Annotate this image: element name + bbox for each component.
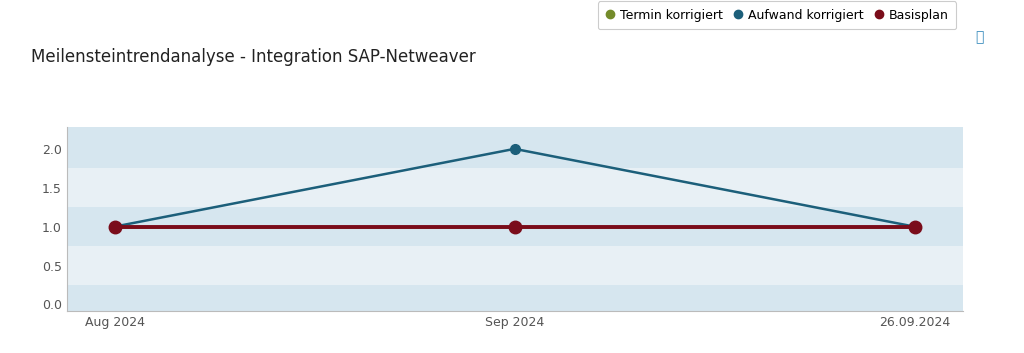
Text: ✕: ✕ [992, 6, 1005, 21]
Bar [67, 285, 963, 312]
Text: ⤢: ⤢ [974, 7, 982, 20]
Text: Meilensteintrendanalyse - Integration SAP-Netweaver: Meilensteintrendanalyse - Integration SA… [31, 48, 475, 66]
Bar [67, 168, 963, 207]
Legend: Termin korrigiert, Aufwand korrigiert, Basisplan: Termin korrigiert, Aufwand korrigiert, B… [598, 1, 956, 29]
Text: 🖨: 🖨 [976, 30, 984, 44]
Bar [67, 246, 963, 285]
Bar [67, 126, 963, 168]
Bar [67, 207, 963, 246]
